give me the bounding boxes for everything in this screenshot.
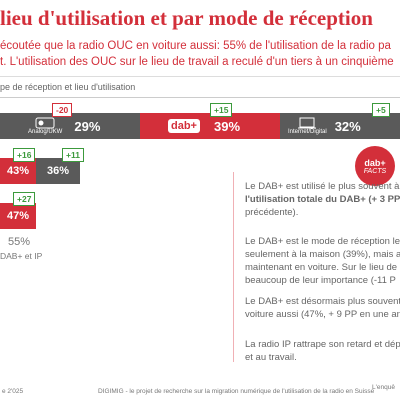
facts-line: l'utilisation totale du DAB+ (+ 3 PP pa xyxy=(245,194,400,205)
bar-label: Analog/UKW xyxy=(28,129,63,135)
facts-line: Le DAB+ est le mode de réception le xyxy=(245,236,400,247)
footer-center: DIGIMIG - le projet de recherche sur la … xyxy=(98,388,375,395)
facts-badge: dab+ FACTS xyxy=(355,146,395,186)
subtitle: écoutée que la radio OUC en voiture auss… xyxy=(0,40,391,52)
title: lieu d'utilisation et par mode de récept… xyxy=(0,6,373,30)
facts-line: beaucoup de leur importance (-11 P xyxy=(245,275,396,286)
total-label: DAB+ et IP xyxy=(0,251,43,261)
bar-label: dab+ xyxy=(168,119,200,133)
bar-value: 36% xyxy=(46,165,70,177)
facts-line: maintenant en voiture. Sur le lieu de xyxy=(245,262,398,273)
facts-line: seulement à la maison (39%), mais a xyxy=(245,249,400,260)
divider xyxy=(0,97,400,98)
radio-icon xyxy=(35,117,55,129)
bar: 43% xyxy=(0,158,36,184)
bar: dab+ 39% xyxy=(140,113,280,139)
bar-label: Internet/Digital xyxy=(288,129,327,135)
facts-line: précédente). xyxy=(245,207,299,218)
screen-icon xyxy=(298,117,317,129)
total-value: 55% xyxy=(8,236,31,248)
facts-line: Le DAB+ est utilisé le plus souvent à xyxy=(245,181,400,192)
bar-value: 32% xyxy=(334,118,361,134)
bar: 36% xyxy=(36,158,80,184)
facts-label: FACTS xyxy=(363,167,387,175)
bar: Analog/UKW 29% xyxy=(0,113,140,139)
subtitle: t. L'utilisation des OUC sur le lieu de … xyxy=(0,56,394,68)
change-badge: -20 xyxy=(52,103,73,117)
bar-value: 29% xyxy=(74,118,101,134)
facts-line: et au travail. xyxy=(245,352,297,363)
footer-right: L'enquê xyxy=(372,384,395,391)
change-badge: +15 xyxy=(210,103,233,117)
bar: 47% xyxy=(0,203,36,229)
facts-line: La radio IP rattrape son retard et dép xyxy=(245,339,400,350)
facts-border xyxy=(233,172,234,362)
change-badge: +16 xyxy=(13,148,36,162)
change-badge: +5 xyxy=(372,103,390,117)
change-badge: +11 xyxy=(62,148,84,162)
facts-line: Le DAB+ est désormais plus souvent xyxy=(245,296,400,307)
facts-line: voiture aussi (47%, + 9 PP en une an xyxy=(245,309,400,320)
bar-value: 47% xyxy=(6,210,30,222)
footer-left: e 2'025 xyxy=(2,388,24,395)
divider xyxy=(0,76,400,77)
change-badge: +27 xyxy=(13,192,36,206)
bar-value: 39% xyxy=(213,118,241,134)
caption: pe de réception et lieu d'utilisation xyxy=(0,82,136,92)
facts-logo: dab+ xyxy=(364,157,386,168)
bar-value: 43% xyxy=(6,165,30,177)
bar: Internet/Digital 32% xyxy=(280,113,400,139)
